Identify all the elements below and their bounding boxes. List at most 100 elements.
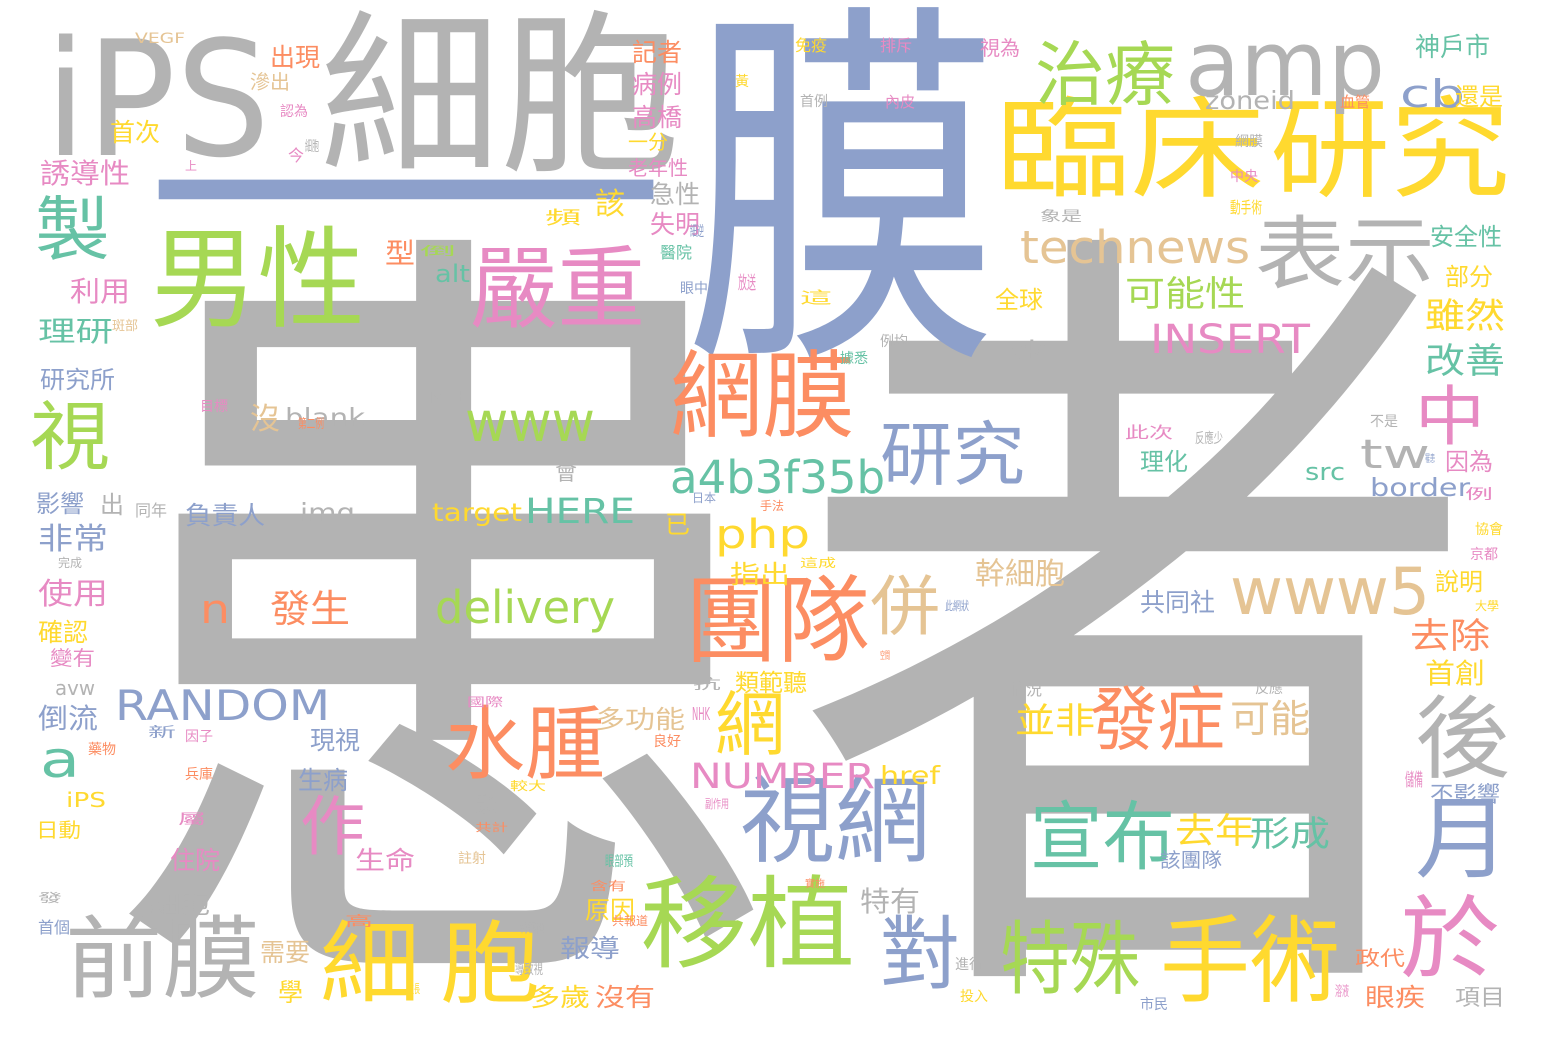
cloud-word: 誘導性 xyxy=(40,157,130,190)
cloud-word: 研究 xyxy=(880,414,1026,496)
cloud-word: 首次 xyxy=(110,118,161,147)
cloud-word: 該團隊 xyxy=(1160,848,1222,872)
cloud-word: 中央 xyxy=(1230,169,1258,185)
cloud-word: 日本 xyxy=(692,491,717,505)
cloud-word: 團隊 xyxy=(685,567,871,677)
cloud-word: 胞 xyxy=(440,912,540,1017)
cloud-word: 項目 xyxy=(1455,986,1506,1011)
cloud-word: 利用 xyxy=(70,275,130,308)
cloud-word: 作 xyxy=(300,790,366,865)
cloud-word: 不影響 xyxy=(1430,783,1501,808)
cloud-word: 確認 xyxy=(38,618,89,647)
cloud-word: 形成 xyxy=(1250,815,1331,855)
cloud-word: 細胞 xyxy=(305,139,319,155)
cloud-word: RANDOM xyxy=(115,681,331,730)
cloud-word: 前膜 xyxy=(65,907,260,1012)
cloud-word: delivery xyxy=(435,581,615,634)
cloud-word: 象是 xyxy=(1040,209,1082,225)
cloud-word: www5 xyxy=(1230,555,1431,630)
cloud-word: 反應少 xyxy=(1195,431,1224,447)
cloud-word: 特有 xyxy=(860,885,920,918)
cloud-word: 新 xyxy=(148,725,176,741)
cloud-word: 實施 xyxy=(805,879,825,890)
cloud-word: href xyxy=(880,761,941,790)
cloud-word: 住院 xyxy=(170,846,221,875)
cloud-word: php xyxy=(715,512,811,558)
cloud-word: 非常 xyxy=(38,522,109,557)
cloud-word: 網 xyxy=(715,684,785,766)
cloud-word: 病例 xyxy=(632,70,683,99)
cloud-word: 內皮 xyxy=(885,93,916,111)
cloud-word: 中 xyxy=(1415,380,1486,455)
cloud-word: iPS xyxy=(66,788,107,812)
cloud-word: 影響 xyxy=(36,490,84,518)
cloud-word: blank xyxy=(285,403,366,432)
cloud-word: 藥物 xyxy=(88,742,116,758)
cloud-word: 手術 xyxy=(1160,907,1340,1017)
cloud-word: 共計 xyxy=(475,821,508,834)
cloud-word: 移植 xyxy=(640,866,855,983)
cloud-word: 特審傾 xyxy=(520,921,545,935)
cloud-word: 製 xyxy=(35,189,110,271)
cloud-word: 高 xyxy=(345,914,373,930)
cloud-word: 視為 xyxy=(980,36,1020,60)
cloud-word: 倒 xyxy=(420,244,457,258)
cloud-word: 會 xyxy=(555,461,578,486)
cloud-word: 緊 xyxy=(475,793,498,818)
cloud-word: 沒 xyxy=(250,402,280,437)
cloud-word: 特殊 xyxy=(1000,913,1140,1006)
cloud-word: 情況 xyxy=(1010,680,1043,699)
cloud-word: alt xyxy=(435,260,471,288)
cloud-word: 視網 xyxy=(740,767,931,877)
cloud-word: 需要 xyxy=(260,938,311,967)
cloud-word: 據悉 xyxy=(840,351,868,367)
cloud-word: 全球 xyxy=(995,286,1043,314)
cloud-word: 導致視 xyxy=(515,962,544,978)
cloud-word: 目標 xyxy=(200,399,228,415)
cloud-word: zoneid xyxy=(1205,86,1295,115)
cloud-word: VEGF xyxy=(135,31,186,47)
cloud-word: 進行 xyxy=(955,957,983,973)
cloud-word: 原因 xyxy=(585,896,636,925)
cloud-word: 同年 xyxy=(135,501,168,520)
cloud-word: 含有 xyxy=(590,879,627,893)
cloud-word: border xyxy=(1370,473,1471,502)
cloud-word: 手法 xyxy=(760,499,785,513)
cloud-word: 水腫 xyxy=(445,698,605,791)
cloud-word: 去年 xyxy=(1175,812,1256,852)
cloud-word: ck xyxy=(1010,336,1047,364)
cloud-word: 指出 xyxy=(730,560,791,589)
cloud-word: 報導 xyxy=(560,934,621,963)
cloud-word: avw xyxy=(55,676,96,700)
cloud-word: 第二例 xyxy=(298,417,325,432)
cloud-word: 已 xyxy=(665,510,691,539)
cloud-word: n xyxy=(200,587,231,633)
cloud-word: 細 xyxy=(320,912,420,1017)
cloud-word: 男性 xyxy=(150,216,365,344)
cloud-word: 生長 xyxy=(408,982,421,996)
cloud-word: 儲備 xyxy=(1405,770,1423,791)
cloud-word: 雖然 xyxy=(1425,297,1506,337)
cloud-word: 嚴重 xyxy=(470,237,645,342)
cloud-word: 免疫 xyxy=(795,36,828,55)
cloud-word: 首例 xyxy=(800,94,828,110)
cloud-word: 說明 xyxy=(1435,568,1483,596)
cloud-word: 部分 xyxy=(1445,263,1493,291)
cloud-word: iPS xyxy=(45,6,271,193)
cloud-word: 這成 xyxy=(800,556,837,570)
cloud-word: 眼部預 xyxy=(605,854,634,870)
cloud-word: 生命 xyxy=(355,846,416,875)
cloud-word: 共同社 xyxy=(1140,588,1216,617)
cloud-word: 多歲 xyxy=(530,983,591,1012)
cloud-word: 市民 xyxy=(1140,997,1168,1013)
cloud-word: 投入 xyxy=(960,989,988,1005)
cloud-word: 國際 xyxy=(467,695,504,709)
cloud-word: 理研 xyxy=(38,315,114,348)
cloud-word: src xyxy=(1305,458,1346,486)
cloud-word: 眼中 xyxy=(680,281,708,297)
cloud-word: 高橋 xyxy=(632,103,683,132)
cloud-word: 放送 xyxy=(738,273,756,294)
cloud-word: 研究 xyxy=(1270,86,1511,214)
cloud-word: 學 xyxy=(278,978,304,1007)
cloud-word: 不是 xyxy=(1370,414,1398,430)
